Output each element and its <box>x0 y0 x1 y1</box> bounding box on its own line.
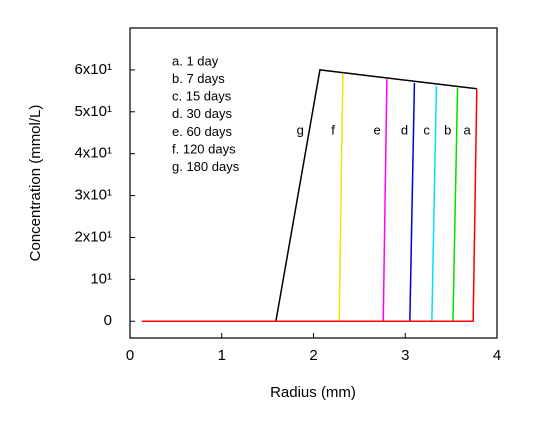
x-tick-label: 2 <box>309 347 317 364</box>
legend-entry: b. 7 days <box>172 71 225 86</box>
y-tick-label: 3x10¹ <box>74 187 112 204</box>
series-line <box>141 88 478 322</box>
x-tick-label: 1 <box>218 347 226 364</box>
y-tick-label: 4x10¹ <box>74 145 112 162</box>
y-tick-label: 0 <box>104 312 112 329</box>
curve-label: g <box>297 122 304 137</box>
legend-entry: d. 30 days <box>172 106 232 121</box>
legend-entry: e. 60 days <box>172 124 232 139</box>
x-tick-label: 0 <box>126 347 134 364</box>
x-axis-label: Radius (mm) <box>270 384 356 401</box>
legend-entry: f. 120 days <box>172 141 236 156</box>
y-tick-label: 6x10¹ <box>74 61 112 78</box>
curve-label: e <box>373 122 380 137</box>
legend-entry: a. 1 day <box>172 53 219 68</box>
curve-label: b <box>444 122 451 137</box>
curve-label: f <box>331 122 335 137</box>
x-tick-label: 3 <box>401 347 409 364</box>
x-tick-label: 4 <box>493 347 501 364</box>
legend-entry: g. 180 days <box>172 159 240 174</box>
curve-label: a <box>464 122 472 137</box>
y-axis-label: Concentration (mmol/L) <box>27 105 44 262</box>
curve-label: d <box>401 122 408 137</box>
y-tick-label: 5x10¹ <box>74 103 112 120</box>
legend-entry: c. 15 days <box>172 89 232 104</box>
y-tick-label: 10¹ <box>90 270 112 287</box>
y-tick-label: 2x10¹ <box>74 228 112 245</box>
curve-label: c <box>423 122 430 137</box>
